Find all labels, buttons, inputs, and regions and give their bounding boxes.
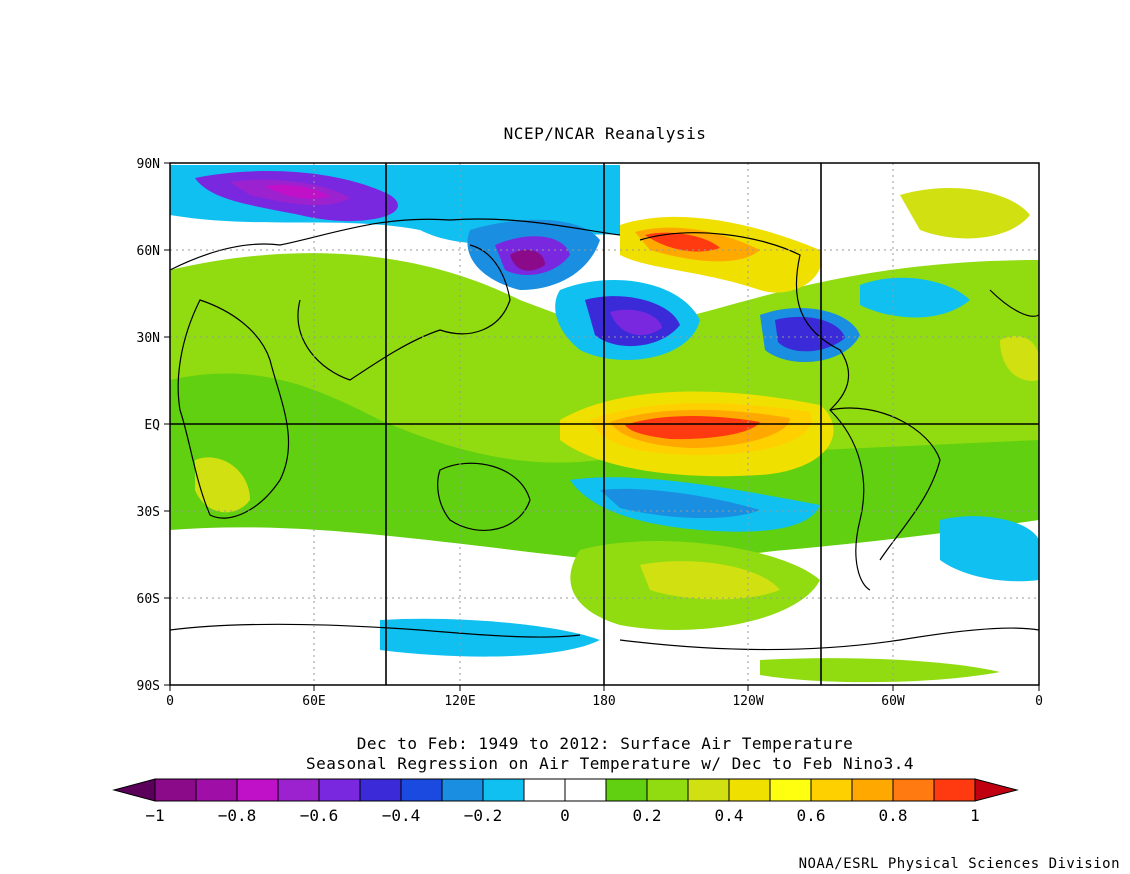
colorbar-cell xyxy=(892,778,935,802)
lat-label: EQ xyxy=(144,418,160,433)
colorbar-cell xyxy=(359,778,402,802)
lat-label: 60S xyxy=(137,592,160,607)
colorbar-tick-label: 0.6 xyxy=(797,806,826,825)
caption-line-1: Dec to Feb: 1949 to 2012: Surface Air Te… xyxy=(356,734,854,753)
colorbar-cell xyxy=(646,778,689,802)
colorbar-tick-label: −1 xyxy=(145,806,164,825)
lat-label: 60N xyxy=(137,244,160,259)
lat-label: 30N xyxy=(137,331,160,346)
colorbar-cell xyxy=(605,778,648,802)
colorbar-tick-label: −0.4 xyxy=(382,806,421,825)
colorbar-tick-label: −0.6 xyxy=(300,806,339,825)
coastlines xyxy=(170,218,1039,651)
colorbar-cell xyxy=(728,778,771,802)
colorbar-cell xyxy=(400,778,443,802)
colorbar-tick-label: −0.2 xyxy=(464,806,503,825)
tick-marks xyxy=(164,162,1040,691)
colorbar-cell xyxy=(933,778,976,802)
colorbar: −1 −0.8 −0.6 −0.4 −0.2 0 0.2 0.4 0.6 0.8 1 xyxy=(112,778,1019,825)
lon-label: 120E xyxy=(444,694,475,709)
lon-label: 60W xyxy=(881,694,905,709)
colorbar-cell xyxy=(810,778,853,802)
lon-label: 60E xyxy=(302,694,325,709)
colorbar-cell xyxy=(318,778,361,802)
gridlines xyxy=(170,163,1039,685)
colorbar-cell xyxy=(195,778,238,802)
reference-lines xyxy=(170,163,1039,685)
colorbar-cell xyxy=(277,778,320,802)
lat-label: 30S xyxy=(137,505,160,520)
colorbar-cell xyxy=(851,778,894,802)
colorbar-tick-label: 1 xyxy=(970,806,980,825)
lat-label: 90S xyxy=(137,679,160,694)
colorbar-tick-label: 0.8 xyxy=(879,806,908,825)
lon-label: 0 xyxy=(1035,694,1043,709)
colorbar-cell xyxy=(523,778,566,802)
lon-label: 0 xyxy=(166,694,174,709)
colorbar-tick-label: 0.2 xyxy=(633,806,662,825)
caption-line-2: Seasonal Regression on Air Temperature w… xyxy=(306,754,914,773)
colorbar-cell xyxy=(564,778,607,802)
colorbar-cell xyxy=(482,778,525,802)
colorbar-cell xyxy=(687,778,730,802)
colorbar-tick-label: 0 xyxy=(560,806,570,825)
lon-label: 120W xyxy=(732,694,763,709)
lon-label: 180 xyxy=(592,694,615,709)
colorbar-cell xyxy=(236,778,279,802)
colorbar-cell xyxy=(441,778,484,802)
colorbar-cell xyxy=(769,778,812,802)
map-title: NCEP/NCAR Reanalysis xyxy=(503,124,707,143)
colorbar-tick-label: 0.4 xyxy=(715,806,744,825)
colorbar-high-extend xyxy=(974,778,1019,802)
lat-label: 90N xyxy=(137,157,160,172)
colorbar-tick-label: −0.8 xyxy=(218,806,257,825)
colorbar-cell xyxy=(154,778,197,802)
credit-text: NOAA/ESRL Physical Sciences Division xyxy=(798,856,1120,872)
colorbar-low-extend xyxy=(112,778,156,802)
